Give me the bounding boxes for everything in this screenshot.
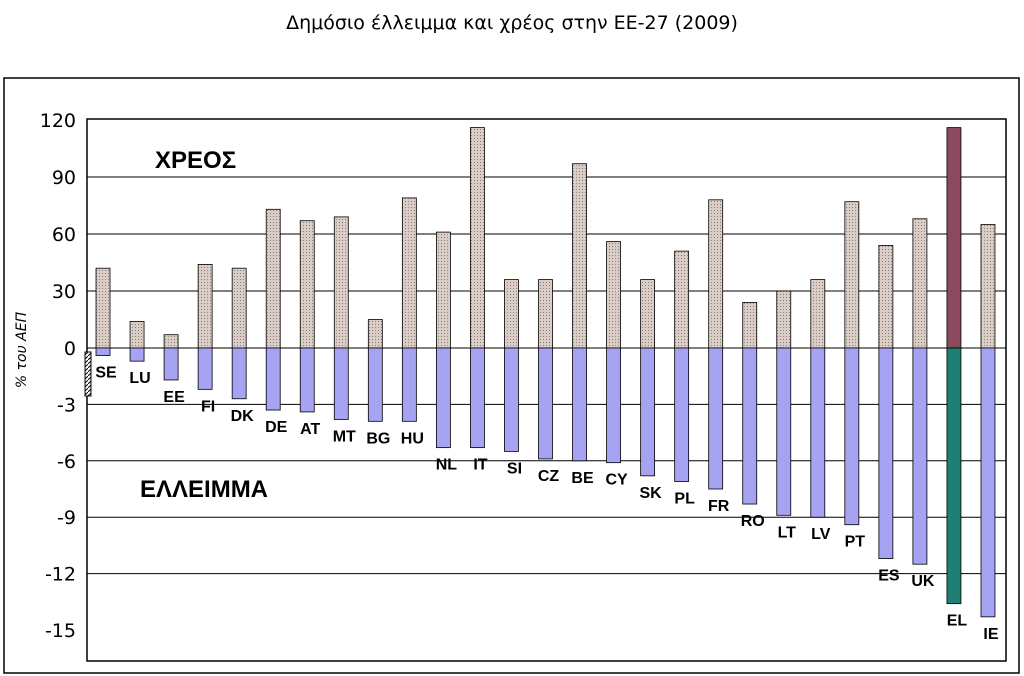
debt-bar-ee <box>163 334 179 349</box>
deficit-bar-es <box>878 347 894 559</box>
debt-bar-sk <box>640 279 656 349</box>
deficit-annotation: ΕΛΛΕΙΜΜΑ <box>140 476 268 503</box>
deficit-bar-mt <box>333 347 349 420</box>
y-tick-label: 30 <box>52 281 76 303</box>
category-label-at: AT <box>300 421 320 438</box>
y-axis-label: % του ΑΕΠ <box>14 311 30 388</box>
debt-bar-fr <box>708 199 724 349</box>
deficit-bar-cy <box>606 347 621 464</box>
debt-bar-lv <box>810 279 826 349</box>
deficit-bar-nl <box>435 347 451 449</box>
category-label-be: BE <box>571 470 594 487</box>
deficit-bar-it <box>470 347 485 449</box>
debt-bar-cz <box>538 279 553 349</box>
category-label-ie: IE <box>983 626 998 643</box>
category-label-uk: UK <box>911 573 935 590</box>
category-label-es: ES <box>878 568 900 585</box>
category-label-it: IT <box>473 457 487 474</box>
deficit-bar-se <box>95 347 111 356</box>
deficit-bar-fi <box>197 347 213 390</box>
deficit-bar-cz <box>538 347 553 460</box>
debt-bar-uk <box>912 218 928 349</box>
deficit-bar-pt <box>844 347 860 526</box>
debt-bar-ie <box>980 224 996 349</box>
outer-frame <box>3 77 1020 674</box>
category-label-mt: MT <box>333 428 356 445</box>
chart-title: Δημόσιο έλλειμμα και χρέος στην ΕΕ-27 (2… <box>286 12 738 34</box>
y-tick-label: 120 <box>40 110 76 132</box>
deficit-bar-pl <box>674 347 690 482</box>
category-label-se: SE <box>95 365 117 382</box>
y-tick-label: 0 <box>64 338 76 360</box>
debt-bar-dk <box>231 267 247 349</box>
y-tick-label: 60 <box>52 224 76 246</box>
debt-bar-cy <box>606 241 621 349</box>
debt-bar-es <box>878 244 894 349</box>
category-label-bg: BG <box>366 430 390 447</box>
deficit-bar-ro <box>742 347 758 505</box>
y-tick-label: -6 <box>57 451 76 473</box>
y-tick-label: -15 <box>45 620 76 642</box>
deficit-bar-ee <box>163 347 179 381</box>
deficit-bar-si <box>504 347 519 452</box>
category-label-ee: EE <box>163 389 185 406</box>
debt-bar-lu <box>129 320 145 349</box>
debt-bar-pt <box>844 201 860 349</box>
category-label-cy: CY <box>605 472 628 489</box>
deficit-bar-uk <box>912 347 928 565</box>
debt-bar-be <box>572 163 587 349</box>
deficit-bar-fr <box>708 347 724 490</box>
y-tick-label: -12 <box>45 564 76 586</box>
category-label-lt: LT <box>778 524 797 541</box>
category-label-cz: CZ <box>538 468 560 485</box>
debt-bar-el <box>946 127 962 349</box>
debt-bar-ro <box>742 301 758 349</box>
category-label-ro: RO <box>741 513 765 530</box>
debt-bar-at <box>299 220 315 349</box>
category-label-hu: HU <box>401 430 424 447</box>
y-tick-label: 90 <box>52 167 76 189</box>
deficit-bar-lt <box>776 347 792 516</box>
deficit-bar-dk <box>231 347 247 400</box>
deficit-bar-ie <box>980 347 996 618</box>
debt-bar-hu <box>401 197 417 349</box>
deficit-bar-el <box>946 347 962 605</box>
deficit-bar-hu <box>401 347 417 422</box>
deficit-bar-lu <box>129 347 145 362</box>
deficit-bar-at <box>299 347 315 413</box>
debt-bar-se <box>95 267 111 349</box>
deficit-bar-be <box>572 347 587 462</box>
category-label-sk: SK <box>639 485 662 502</box>
axis-break-marker <box>84 351 92 397</box>
debt-bar-bg <box>367 319 383 349</box>
debt-annotation: ΧΡΕΟΣ <box>155 147 236 174</box>
category-label-fr: FR <box>708 498 730 515</box>
deficit-bar-de <box>265 347 281 411</box>
deficit-bar-bg <box>367 347 383 422</box>
category-label-pl: PL <box>674 490 695 507</box>
category-label-el: EL <box>947 613 968 630</box>
debt-bar-de <box>265 208 281 349</box>
debt-bar-it <box>470 127 485 349</box>
y-tick-label: -3 <box>57 394 76 416</box>
debt-bar-mt <box>333 216 349 349</box>
category-label-fi: FI <box>201 398 215 415</box>
category-label-lv: LV <box>811 526 831 543</box>
deficit-bar-sk <box>640 347 656 477</box>
category-label-nl: NL <box>436 457 458 474</box>
debt-bar-lt <box>776 290 792 349</box>
debt-bar-si <box>504 279 519 349</box>
category-label-lu: LU <box>129 370 150 387</box>
deficit-bar-lv <box>810 347 826 518</box>
category-label-dk: DK <box>231 408 255 425</box>
category-label-si: SI <box>507 460 522 477</box>
y-tick-label: -9 <box>57 507 76 529</box>
debt-bar-nl <box>435 231 451 349</box>
debt-bar-fi <box>197 263 213 349</box>
category-label-de: DE <box>265 419 288 436</box>
category-label-pt: PT <box>845 534 866 551</box>
debt-bar-pl <box>674 250 690 349</box>
